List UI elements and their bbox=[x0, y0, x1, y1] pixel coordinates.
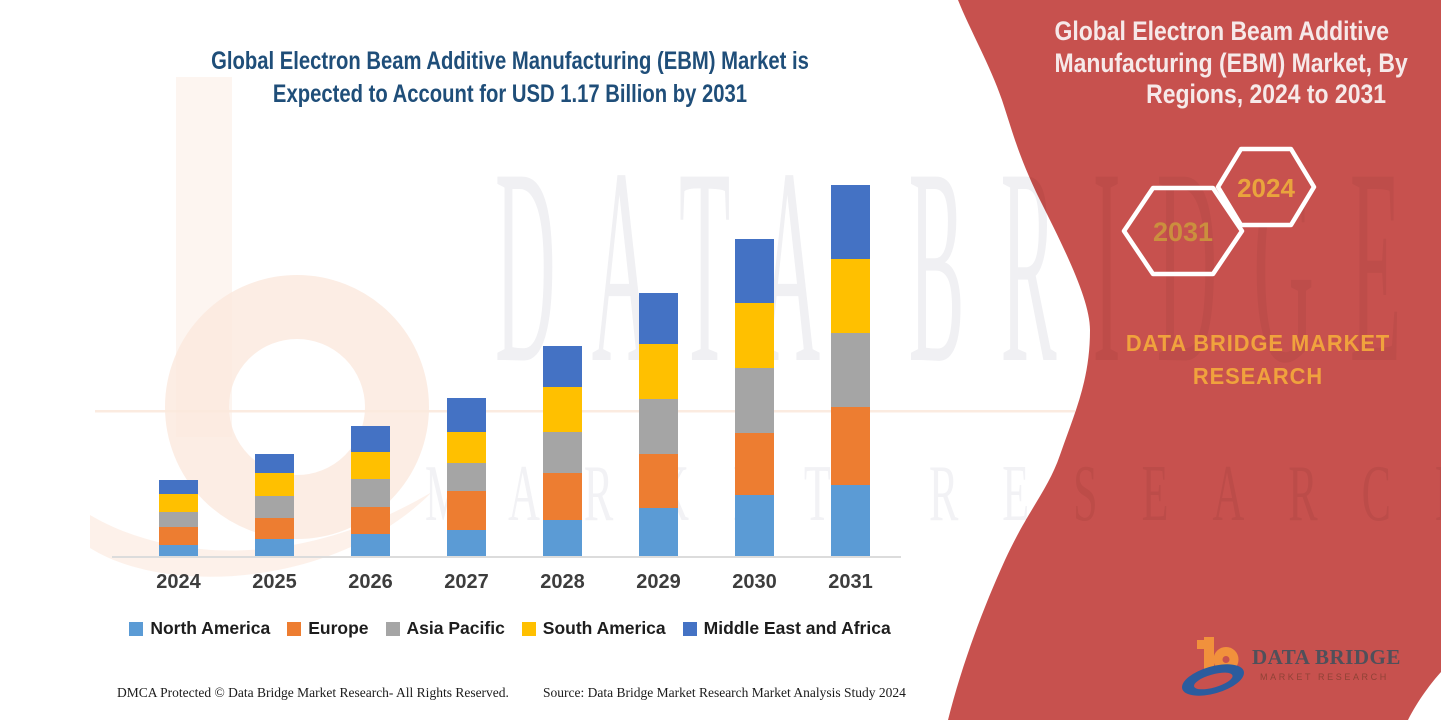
x-axis-label: 2031 bbox=[828, 571, 873, 593]
logo-wordmark: DATA BRIDGE bbox=[1252, 645, 1401, 669]
bar-segment bbox=[447, 490, 486, 531]
x-axis-label: 2029 bbox=[636, 571, 681, 593]
legend-label: Europe bbox=[308, 618, 369, 638]
legend-label: South America bbox=[542, 618, 666, 638]
legend-label: Middle East and Africa bbox=[703, 618, 891, 638]
red-panel-shape bbox=[948, 0, 1441, 720]
legend-swatch bbox=[287, 621, 302, 636]
legend-label: North America bbox=[150, 618, 271, 638]
x-axis-label: 2025 bbox=[252, 571, 297, 593]
dbmr-logo-icon bbox=[1182, 637, 1244, 696]
bar-segment bbox=[735, 495, 774, 558]
bar-segment bbox=[543, 519, 582, 558]
legend-swatch bbox=[385, 621, 400, 636]
bar-segment bbox=[831, 184, 870, 260]
footer-copyright: DMCA Protected © Data Bridge Market Rese… bbox=[117, 685, 509, 700]
bar-segment bbox=[255, 496, 294, 518]
bar-segment bbox=[351, 507, 390, 534]
panel-title-line1: Global Electron Beam Additive bbox=[1054, 16, 1390, 46]
watermark-red-row2: MARKET RESEARCH bbox=[425, 448, 1441, 537]
bar-segment bbox=[831, 484, 870, 558]
bar-segment bbox=[543, 432, 582, 474]
hexagon-year-2031: 2031 bbox=[1152, 217, 1214, 247]
panel-title-line3: Regions, 2024 to 2031 bbox=[1146, 79, 1386, 109]
hexagon-2031 bbox=[1121, 185, 1245, 277]
chart-title-line1: Global Electron Beam Additive Manufactur… bbox=[211, 47, 809, 75]
stacked-bar-2030 bbox=[735, 238, 774, 558]
legend-item: Asia Pacific bbox=[385, 618, 505, 639]
x-axis-label: 2026 bbox=[348, 571, 393, 593]
legend-item: North America bbox=[129, 618, 270, 639]
legend: North America Europe Asia Pacific South Ame… bbox=[90, 618, 930, 639]
legend-swatch bbox=[521, 621, 536, 636]
bar-segment bbox=[447, 431, 486, 464]
chart-title: Global Electron Beam Additive Manufactur… bbox=[80, 45, 940, 111]
stacked-bar-2029 bbox=[639, 293, 678, 558]
legend-swatch bbox=[129, 621, 144, 636]
bar-segment bbox=[351, 478, 390, 508]
x-axis-label: 2027 bbox=[444, 571, 489, 593]
bar-segment bbox=[831, 259, 870, 333]
bar-segment bbox=[639, 453, 678, 508]
bar-segment bbox=[255, 538, 294, 558]
panel-title-line2: Manufacturing (EBM) Market, By bbox=[1054, 47, 1408, 78]
bar-segment bbox=[159, 544, 198, 558]
bar-segment bbox=[639, 343, 678, 399]
bar-segment bbox=[831, 407, 870, 485]
bar-segment bbox=[255, 454, 294, 474]
bar-segment bbox=[159, 494, 198, 512]
x-axis-label: 2030 bbox=[732, 571, 777, 593]
bar-segment bbox=[447, 530, 486, 558]
hexagon-2024 bbox=[1215, 146, 1317, 228]
stacked-bar-2031 bbox=[831, 184, 870, 558]
stacked-bar-2028 bbox=[543, 346, 582, 558]
bar-segment bbox=[831, 332, 870, 408]
bar-segment bbox=[255, 473, 294, 497]
bar-segment bbox=[639, 507, 678, 558]
legend-item: South America bbox=[521, 618, 666, 639]
brand-line1: DATA BRIDGE MARKET bbox=[1125, 330, 1391, 356]
bar-segment bbox=[159, 527, 198, 545]
x-axis-label: 2024 bbox=[156, 571, 201, 593]
bar-segment bbox=[255, 517, 294, 539]
bar-segment bbox=[735, 367, 774, 434]
x-axis-label: 2028 bbox=[540, 571, 585, 593]
bar-segment bbox=[735, 433, 774, 496]
bar-segment bbox=[639, 293, 678, 344]
stacked-bar-2024 bbox=[159, 480, 198, 558]
stacked-bar-2025 bbox=[255, 454, 294, 558]
legend-swatch bbox=[682, 621, 697, 636]
legend-item: Europe bbox=[287, 618, 369, 639]
bar-segment bbox=[351, 426, 390, 453]
bar-segment bbox=[447, 398, 486, 432]
chart-title-line2: Expected to Account for USD 1.17 Billion… bbox=[272, 80, 748, 108]
footer-source: Source: Data Bridge Market Research Mark… bbox=[543, 685, 906, 700]
bar-segment bbox=[639, 398, 678, 454]
bar-segment bbox=[159, 511, 198, 528]
bar-segment bbox=[543, 473, 582, 520]
brand-text: DATA BRIDGE MARKET RESEARCH bbox=[1100, 327, 1416, 393]
hexagon-year-2024: 2024 bbox=[1237, 173, 1295, 203]
bar-segment bbox=[159, 480, 198, 495]
legend-label: Asia Pacific bbox=[406, 618, 505, 638]
bar-segment bbox=[351, 533, 390, 558]
brand-line2: RESEARCH bbox=[1192, 363, 1324, 389]
stacked-bar-2027 bbox=[447, 398, 486, 558]
bar-segment bbox=[543, 346, 582, 388]
bar-segment bbox=[447, 463, 486, 491]
panel-title: Global Electron Beam Additive Manufactur… bbox=[996, 16, 1408, 111]
bar-segment bbox=[351, 452, 390, 479]
x-axis-line bbox=[112, 556, 901, 558]
bar-segment bbox=[543, 387, 582, 433]
logo-sub-wordmark: MARKET RESEARCH bbox=[1260, 672, 1389, 682]
bar-segment bbox=[735, 238, 774, 304]
stacked-bar-2026 bbox=[351, 426, 390, 558]
legend-item: Middle East and Africa bbox=[682, 618, 891, 639]
bar-segment bbox=[735, 303, 774, 368]
